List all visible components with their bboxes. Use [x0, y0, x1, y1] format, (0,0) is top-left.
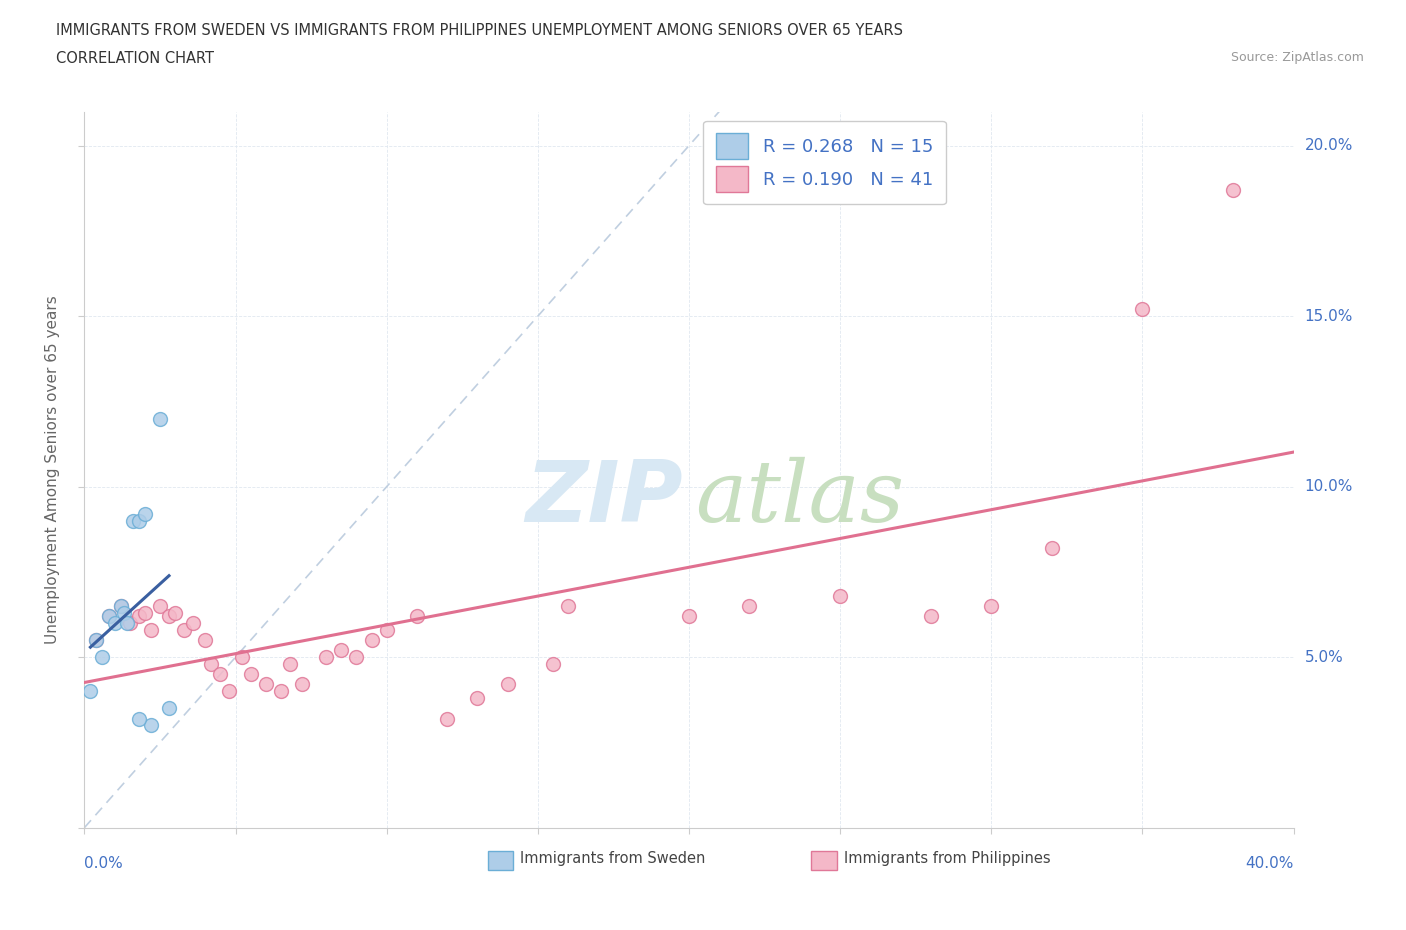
Point — [110, 599, 132, 614]
Point — [139, 718, 162, 733]
Text: 15.0%: 15.0% — [1305, 309, 1353, 324]
Point — [330, 643, 353, 658]
Text: Immigrants from Sweden: Immigrants from Sweden — [520, 851, 706, 866]
Point — [830, 589, 852, 604]
Point — [239, 667, 262, 682]
Point — [112, 605, 135, 620]
Point — [86, 632, 108, 647]
Point — [86, 632, 108, 647]
Point — [467, 691, 489, 706]
Point — [157, 701, 180, 716]
Point — [375, 622, 398, 637]
Point — [181, 616, 204, 631]
Text: 10.0%: 10.0% — [1305, 479, 1353, 494]
Point — [139, 622, 162, 637]
Point — [1222, 182, 1244, 197]
Point — [291, 677, 314, 692]
Point — [920, 609, 942, 624]
Text: CORRELATION CHART: CORRELATION CHART — [56, 51, 214, 66]
Point — [1040, 540, 1063, 555]
Legend: R = 0.268   N = 15, R = 0.190   N = 41: R = 0.268 N = 15, R = 0.190 N = 41 — [703, 121, 946, 205]
Point — [157, 609, 180, 624]
Point — [496, 677, 519, 692]
Point — [91, 650, 114, 665]
Text: ZIP: ZIP — [526, 457, 683, 539]
Point — [115, 616, 138, 631]
Text: atlas: atlas — [695, 457, 904, 539]
Point — [436, 711, 458, 726]
Point — [110, 599, 132, 614]
Point — [346, 650, 368, 665]
Point — [121, 513, 143, 528]
Point — [678, 609, 700, 624]
Point — [173, 622, 195, 637]
Point — [79, 684, 101, 698]
Point — [149, 411, 172, 426]
Point — [557, 599, 579, 614]
Point — [194, 632, 217, 647]
Point — [128, 609, 150, 624]
Point — [231, 650, 253, 665]
Point — [128, 513, 150, 528]
Point — [118, 616, 141, 631]
Point — [97, 609, 120, 624]
Point — [163, 605, 186, 620]
Point — [1130, 302, 1153, 317]
Point — [97, 609, 120, 624]
Point — [315, 650, 337, 665]
Point — [738, 599, 761, 614]
Point — [406, 609, 429, 624]
Point — [254, 677, 277, 692]
Text: 0.0%: 0.0% — [84, 856, 124, 870]
Text: 5.0%: 5.0% — [1305, 650, 1343, 665]
Point — [360, 632, 382, 647]
Text: Source: ZipAtlas.com: Source: ZipAtlas.com — [1230, 51, 1364, 64]
Point — [134, 507, 156, 522]
Y-axis label: Unemployment Among Seniors over 65 years: Unemployment Among Seniors over 65 years — [45, 296, 60, 644]
Point — [149, 599, 172, 614]
Point — [200, 657, 222, 671]
Point — [278, 657, 301, 671]
Text: 40.0%: 40.0% — [1246, 856, 1294, 870]
Point — [104, 616, 127, 631]
Point — [209, 667, 232, 682]
Point — [270, 684, 292, 698]
Text: 20.0%: 20.0% — [1305, 139, 1353, 153]
Point — [980, 599, 1002, 614]
Point — [541, 657, 564, 671]
Point — [134, 605, 156, 620]
Text: Immigrants from Philippines: Immigrants from Philippines — [844, 851, 1050, 866]
Point — [218, 684, 240, 698]
Point — [128, 711, 150, 726]
Text: IMMIGRANTS FROM SWEDEN VS IMMIGRANTS FROM PHILIPPINES UNEMPLOYMENT AMONG SENIORS: IMMIGRANTS FROM SWEDEN VS IMMIGRANTS FRO… — [56, 23, 903, 38]
